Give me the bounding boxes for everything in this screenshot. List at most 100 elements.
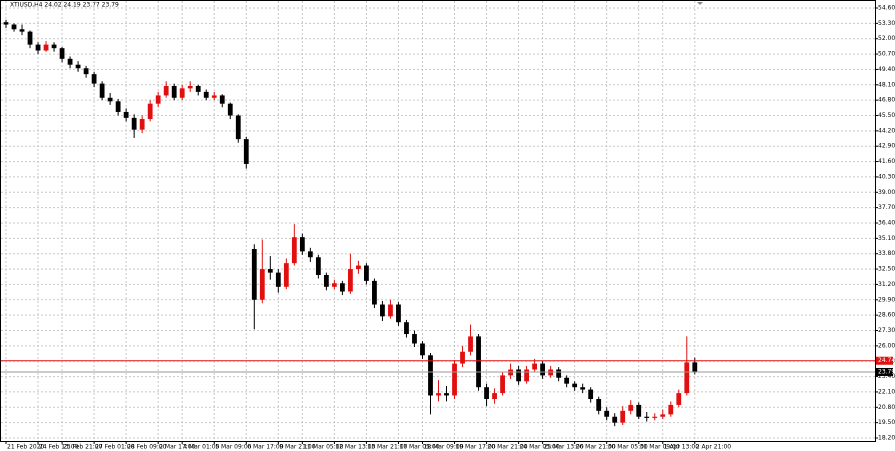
y-tick-label: 49.40 — [878, 66, 895, 73]
x-tick-label: 13 Mar 21:00 — [367, 444, 407, 451]
x-tick-label: 25 Feb 21:00 — [63, 444, 103, 451]
candle-body — [524, 369, 530, 382]
y-tick-label: 45.50 — [878, 112, 895, 119]
candle-body — [492, 393, 497, 400]
x-tick-label: 27 Feb 01:00 — [95, 444, 135, 451]
candle-body — [676, 393, 682, 405]
x-tick-label: 9 Mar 21:00 — [279, 444, 315, 451]
y-tick-label: 46.80 — [878, 97, 895, 104]
y-tick-label: 26.00 — [878, 342, 895, 349]
candle-body — [155, 95, 161, 104]
candle-body — [468, 336, 473, 352]
candle-body — [347, 269, 353, 292]
candle-body — [388, 304, 393, 317]
candle-body — [67, 58, 73, 65]
candle-body — [692, 362, 698, 372]
x-tick-label: 19 Mar 17:00 — [456, 444, 496, 451]
candle-body — [195, 85, 201, 92]
candle-body — [428, 355, 433, 396]
y-tick-label: 23.40 — [878, 373, 895, 380]
candle-body — [412, 334, 417, 344]
candle-body — [139, 119, 145, 130]
candle-body — [452, 363, 457, 396]
candle-body — [364, 265, 369, 281]
candle-body — [203, 91, 209, 98]
y-tick-label: 18.20 — [878, 435, 895, 442]
x-tick-label: 28 Feb 09:00 — [127, 444, 167, 451]
candle-body — [396, 304, 401, 323]
candle-body — [91, 74, 97, 84]
candle-body — [628, 404, 634, 411]
price-label-box — [876, 356, 893, 365]
candle-body — [500, 375, 505, 394]
x-tick-label: 1 Apr 13:00 — [664, 444, 699, 451]
x-tick-label: 20 Mar 21:00 — [488, 444, 528, 451]
candle-body — [564, 377, 570, 384]
candle-body — [75, 64, 81, 69]
x-tick-label: 24 Feb 13:00 — [39, 444, 79, 451]
candle-body — [267, 269, 273, 273]
candle-body — [684, 362, 690, 394]
y-tick-label: 22.10 — [878, 388, 895, 395]
x-tick-label: 11 Mar 05:00 — [303, 444, 343, 451]
candle-body — [11, 24, 17, 30]
y-tick-label: 37.70 — [878, 204, 895, 211]
candle-body — [19, 29, 25, 32]
candle-body — [572, 383, 578, 388]
price-label: 23.79 — [878, 368, 895, 375]
candle-body — [372, 280, 377, 305]
x-tick-label: 30 Mar 05:00 — [608, 444, 648, 451]
candle-body — [275, 272, 281, 287]
x-tick-label: 21 Feb 2020 — [7, 444, 45, 451]
candle-body — [556, 369, 562, 378]
candle-body — [612, 416, 618, 423]
candle-body — [580, 387, 586, 390]
y-tick-label: 54.60 — [878, 5, 895, 12]
x-tick-label: 5 Mar 09:00 — [215, 444, 251, 451]
candle-body — [460, 351, 465, 364]
candle-body — [604, 410, 610, 417]
candle-body — [516, 369, 521, 382]
plot-frame — [0, 0, 876, 442]
y-tick-label: 50.70 — [878, 51, 895, 58]
candle-body — [380, 304, 385, 317]
candle-body — [219, 95, 225, 104]
y-tick-label: 31.20 — [878, 281, 895, 288]
candle-body — [83, 68, 89, 75]
y-tick-label: 44.20 — [878, 127, 895, 134]
candle-body — [171, 85, 177, 98]
x-tick-label: 2 Apr 21:00 — [696, 444, 731, 451]
y-tick-label: 27.30 — [878, 327, 895, 334]
candle-body — [283, 263, 289, 287]
candle-body — [3, 22, 9, 25]
candle-body — [243, 139, 249, 164]
y-tick-label: 35.10 — [878, 235, 895, 242]
candle-body — [99, 83, 105, 98]
x-tick-label: 24 Mar 05:00 — [520, 444, 560, 451]
candle-body — [588, 389, 594, 400]
y-tick-label: 52.00 — [878, 35, 895, 42]
candle-body — [436, 393, 441, 396]
y-tick-label: 19.50 — [878, 419, 895, 426]
candle-body — [307, 251, 313, 258]
candle-body — [484, 387, 489, 400]
candle-body — [532, 363, 538, 370]
candle-body — [179, 88, 185, 98]
x-tick-label: 2 Mar 17:00 — [159, 444, 195, 451]
candle-body — [235, 115, 241, 140]
y-tick-label: 41.60 — [878, 158, 895, 165]
candle-body — [299, 237, 305, 252]
x-tick-label: 6 Mar 17:00 — [247, 444, 283, 451]
candle-body — [420, 343, 425, 356]
candle-body — [107, 97, 113, 102]
candle-body — [323, 274, 329, 287]
candle-body — [211, 95, 217, 98]
y-tick-label: 28.60 — [878, 312, 895, 319]
y-tick-label: 20.80 — [878, 404, 895, 411]
candle-body — [227, 103, 233, 116]
price-label: 24.74 — [878, 357, 895, 364]
y-tick-label: 36.40 — [878, 220, 895, 227]
candle-body — [123, 111, 129, 118]
candle-body — [540, 363, 546, 376]
